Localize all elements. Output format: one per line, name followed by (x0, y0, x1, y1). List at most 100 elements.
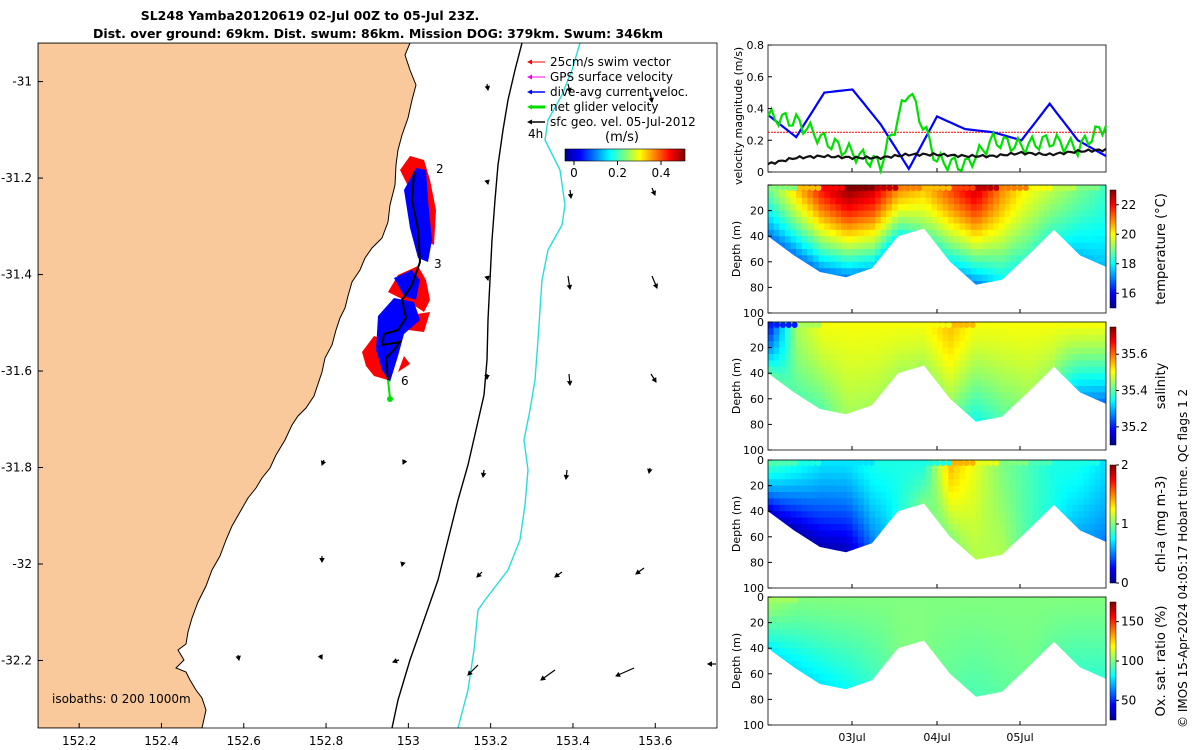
velocity-arrow (480, 469, 487, 479)
colorbar-unit: (m/s) (605, 130, 639, 145)
depth-tick-label: 40 (750, 230, 764, 243)
depth-tick-label: 100 (743, 444, 764, 457)
velocity-tick-label: 0.8 (747, 39, 765, 52)
velocity-series-line (767, 92, 1108, 175)
velocity-axes (767, 44, 1107, 173)
colorbar-tick-label: 100 (1121, 654, 1144, 668)
depth-axis-label: Depth (m) (730, 221, 743, 277)
velocity-arrow (563, 469, 570, 481)
lat-tick-label: -31 (12, 75, 32, 89)
depth-tick-label: 20 (750, 480, 764, 493)
velocity-arrow (648, 91, 654, 104)
speed-colorbar (564, 148, 686, 162)
time-tick-label: 04Jul (923, 731, 950, 744)
time-axis: 03Jul 04Jul 05Jul (838, 168, 1034, 744)
latitude-axis: -31 -31.2 -31.4 -31.6 -31.8 -32 -32.2 (1, 75, 43, 667)
velocity-arrow (706, 661, 716, 667)
temperature-colorbar (1109, 189, 1117, 309)
depth-tick-label: 80 (750, 556, 764, 569)
lon-tick-label: 153.2 (473, 734, 507, 748)
velocity-arrow (392, 658, 400, 664)
lon-tick-label: 153 (397, 734, 420, 748)
lon-tick-label: 153.6 (638, 734, 672, 748)
isobath-1000 (457, 43, 581, 728)
waypoint-label: 2 (436, 162, 444, 176)
isobaths-label: isobaths: 0 200 1000m (52, 692, 191, 706)
velocity-arrow (540, 669, 556, 681)
longitude-axis: 152.2 152.4 152.6 152.8 153 153.2 153.4 153.6 (62, 723, 672, 748)
depth-tick-label: 60 (750, 393, 764, 406)
colorbar-tick-label: 0.2 (608, 166, 627, 180)
velocity-tick-label: 0 (757, 166, 764, 179)
velocity-arrow (319, 556, 325, 564)
lon-tick-label: 152.6 (227, 734, 261, 748)
colorbar-tick-label: 18 (1121, 257, 1136, 271)
waypoint-label: 6 (401, 374, 409, 388)
lat-tick-label: -32 (12, 557, 32, 571)
velocity-arrow (235, 654, 241, 662)
colorbar-tick-label: 35.6 (1121, 347, 1148, 361)
velocity-arrow (484, 83, 491, 92)
chla-colorbar-label: chl-a (mg m-3) (1154, 476, 1169, 573)
salinity-colorbar-label: salinity (1154, 362, 1169, 409)
velocity-arrow (320, 459, 327, 466)
colorbar-tick-label: 35.2 (1121, 420, 1148, 434)
legend-label: sfc geo. vel. 05-Jul-2012 (550, 115, 696, 129)
lon-tick-label: 152.4 (144, 734, 178, 748)
oxygen-colorbar-label: Ox. sat. ratio (%) (1154, 606, 1169, 717)
depth-axis-label: Depth (m) (730, 358, 743, 414)
time-tick-label: 03Jul (838, 731, 865, 744)
lon-tick-label: 153.4 (556, 734, 590, 748)
depth-tick-label: 80 (750, 281, 764, 294)
temperature-section-panel: 20 40 60 80 100 Depth (m) 16 18 20 22 temperature … (730, 184, 1169, 320)
velocity-panel: 0 0.2 0.4 0.6 0.8 velocity magnitude (m/s) (732, 39, 1108, 185)
legend-entry: 25cm/s swim vector (527, 55, 671, 69)
depth-tick-label: 100 (743, 719, 764, 732)
lon-tick-label: 152.8 (309, 734, 343, 748)
colorbar-tick-label: 2 (1121, 458, 1129, 472)
velocity-tick-label: 0.2 (747, 134, 765, 147)
velocity-arrow (566, 275, 573, 291)
depth-axis-label: Depth (m) (730, 633, 743, 689)
imos-credit: © IMOS 15-Apr-2024 04:05:17 Hobart time.… (1176, 389, 1190, 728)
depth-tick-label: 40 (750, 642, 764, 655)
depth-tick-label: 20 (750, 342, 764, 355)
velocity-arrow (476, 571, 483, 578)
velocity-arrow (467, 664, 479, 676)
legend-label: dive-avg current veloc. (550, 85, 688, 99)
glider-track-recent (387, 379, 391, 399)
velocity-arrow (566, 373, 573, 387)
depth-tick-label: 40 (750, 505, 764, 518)
lat-tick-label: -32.2 (1, 653, 32, 667)
velocity-series-line (767, 147, 1107, 166)
legend-entry: GPS surface velocity (527, 70, 673, 84)
time-tick-label: 05Jul (1006, 731, 1033, 744)
waypoint-label: 3 (434, 257, 442, 271)
surface-velocity-arrows (235, 83, 716, 681)
velocity-arrow (647, 467, 653, 475)
legend-label: 25cm/s swim vector (550, 55, 671, 69)
colorbar-tick-label: 150 (1121, 615, 1144, 629)
depth-tick-label: 0 (757, 316, 764, 329)
depth-tick-label: 20 (750, 617, 764, 630)
lat-tick-label: -31.8 (1, 461, 32, 475)
map-land (38, 43, 417, 728)
colorbar-tick-label: 1 (1121, 517, 1129, 531)
velocity-arrow (554, 571, 563, 578)
velocity-arrow (484, 179, 490, 186)
salinity-section-panel: 0 20 40 60 80 100 Depth (m) 35.2 35.4 35.6 salinit… (730, 316, 1169, 457)
depth-axis-label: Depth (m) (730, 496, 743, 552)
map-frame (37, 42, 718, 729)
legend-entry: dive-avg current veloc. (527, 85, 688, 99)
colorbar-tick-label: 22 (1121, 198, 1136, 212)
velocity-arrow (650, 373, 657, 383)
isobath-200 (391, 43, 523, 728)
velocity-arrow (402, 459, 408, 465)
legend-entry: sfc geo. vel. 05-Jul-2012 (527, 115, 696, 129)
time-step-label: 4h (528, 127, 543, 141)
lon-tick-label: 152.2 (62, 734, 96, 748)
depth-tick-label: 80 (750, 693, 764, 706)
colorbar-tick-label: 16 (1121, 286, 1136, 300)
velocity-tick-label: 0.4 (747, 103, 765, 116)
